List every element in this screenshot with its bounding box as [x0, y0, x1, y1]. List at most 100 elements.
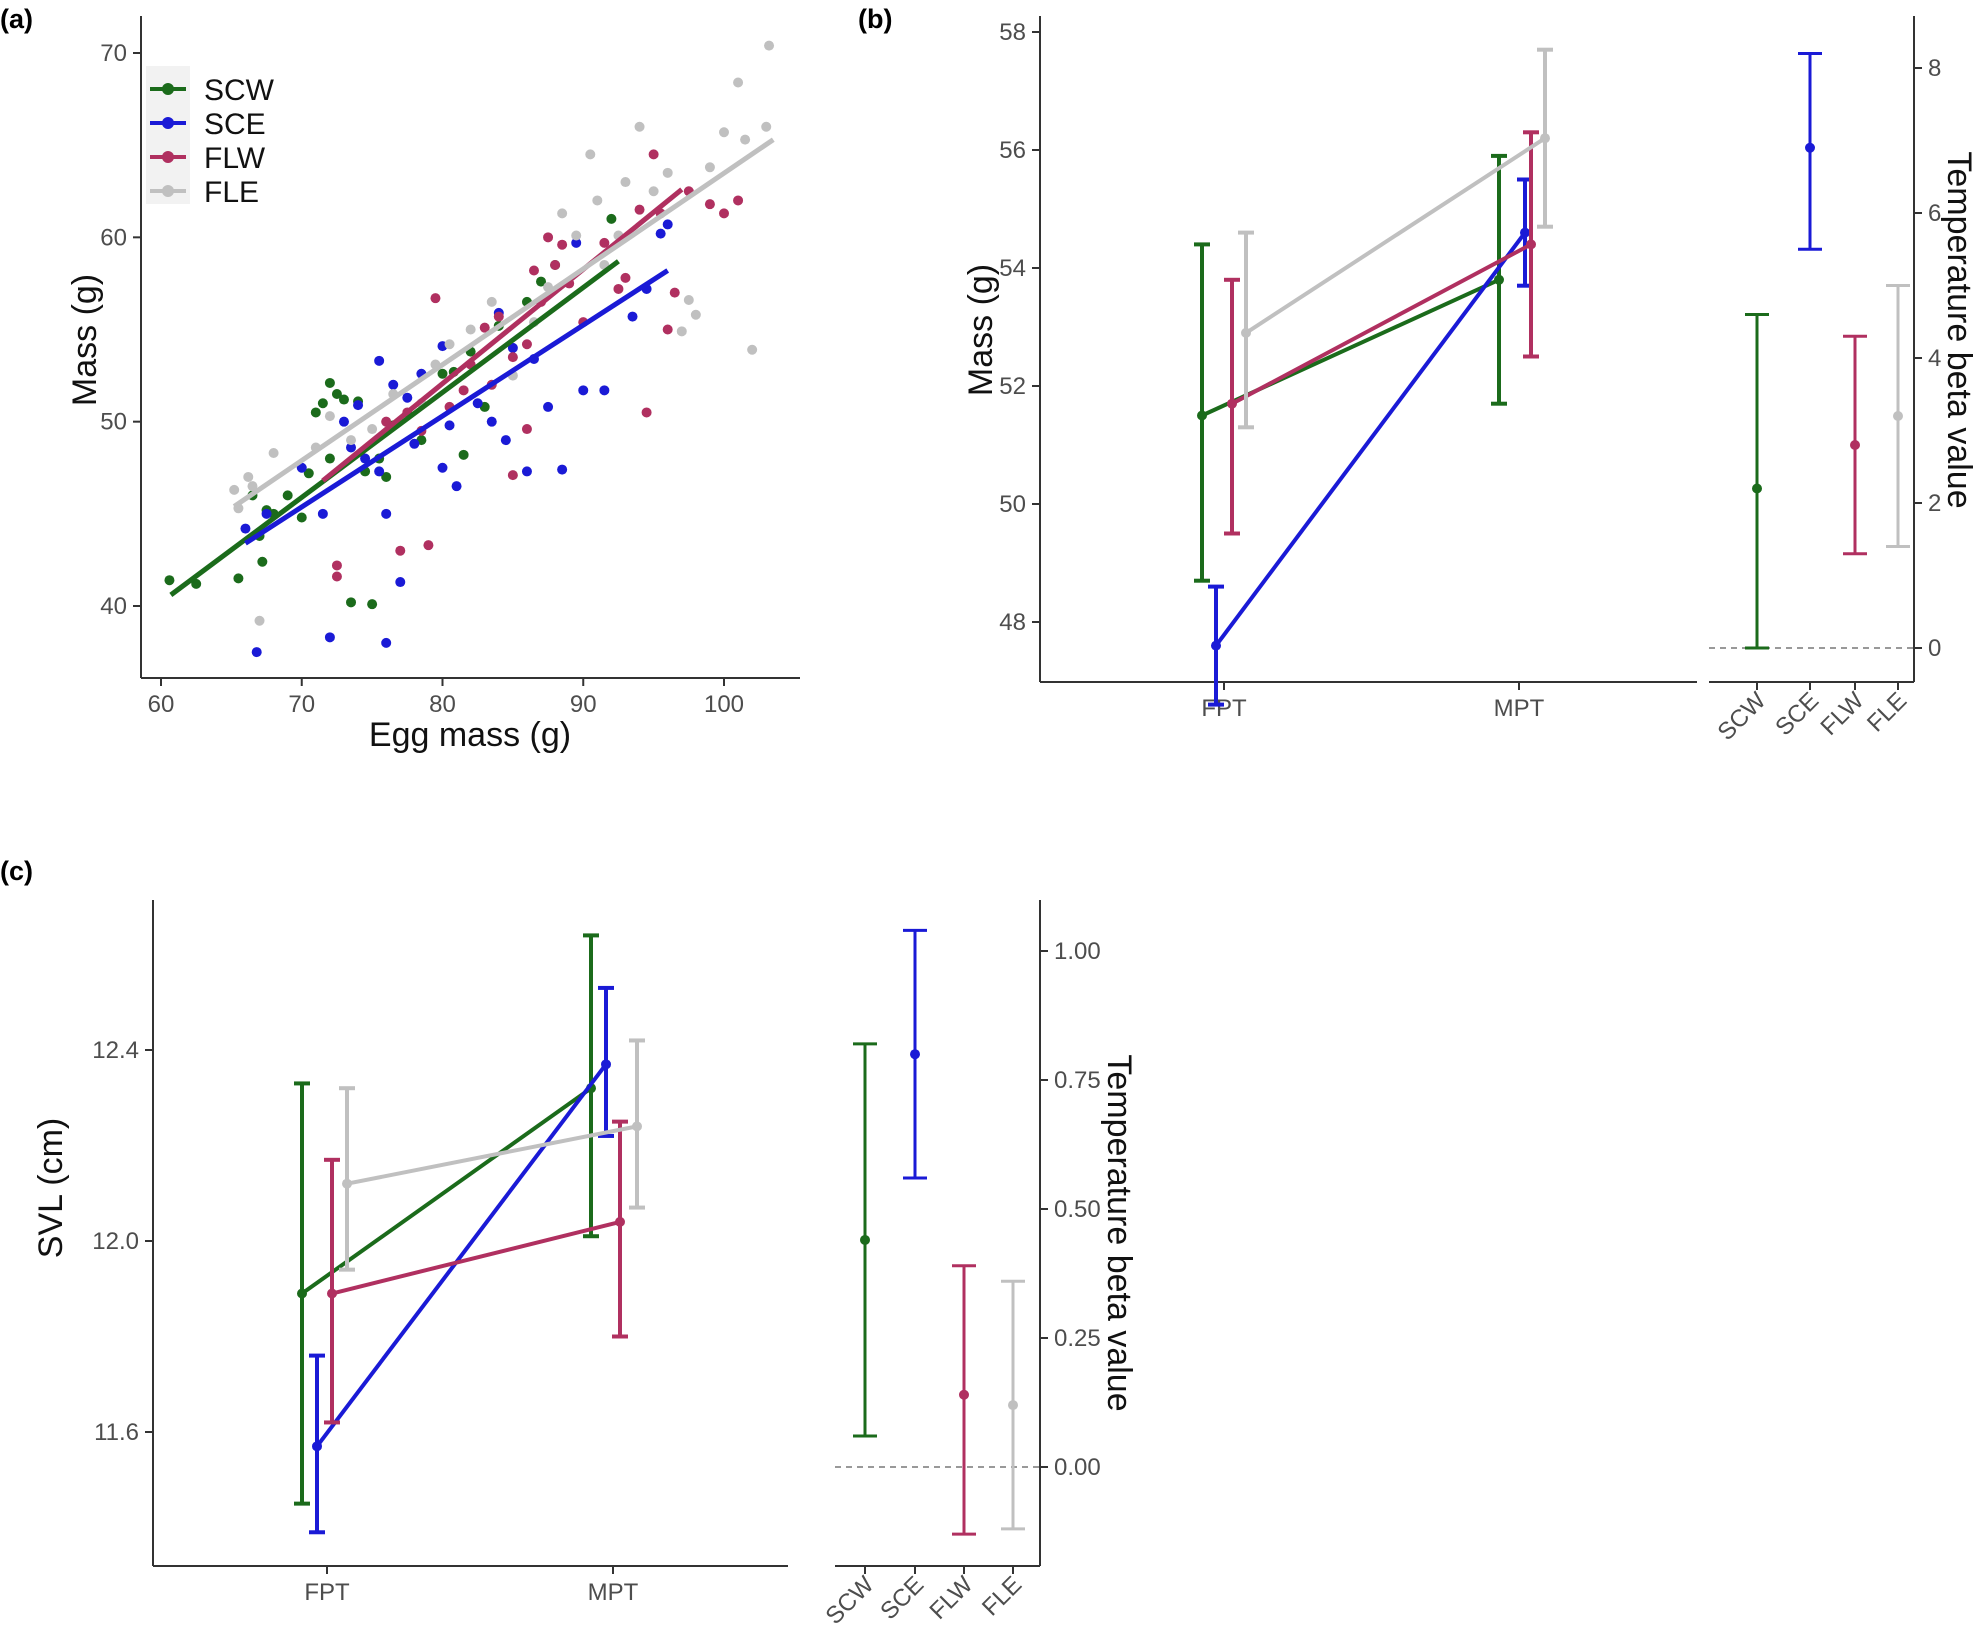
series-fle-point [1540, 133, 1550, 144]
beta-fle-point [1008, 1400, 1018, 1411]
data-point-fle [690, 309, 701, 320]
y-axis-title: Temperature beta value [1100, 1054, 1138, 1411]
data-point-sce [261, 508, 272, 519]
fit-line-fle [232, 137, 775, 509]
data-point-scw [367, 599, 378, 610]
series-flw-point [1526, 239, 1536, 250]
series-flw-point [615, 1216, 625, 1227]
data-point-sce [395, 577, 406, 588]
series-flw-line [1231, 242, 1532, 406]
data-point-sce [662, 219, 673, 230]
data-point-flw [669, 287, 680, 298]
x-tick-label: 80 [429, 691, 456, 718]
series-scw-line [300, 1086, 593, 1296]
data-point-fle [648, 186, 659, 197]
x-tick-label: FLW [1816, 687, 1870, 741]
series-scw-point [1197, 410, 1207, 421]
series-fle-line [346, 1124, 638, 1186]
legend-label-sce: SCE [204, 108, 266, 141]
data-point-flw [493, 311, 504, 322]
data-point-sce [599, 385, 610, 396]
data-point-sce [486, 416, 497, 427]
data-point-fle [247, 481, 258, 492]
data-point-fle [733, 77, 744, 88]
data-point-scw [257, 556, 268, 567]
data-point-fle [585, 149, 596, 160]
data-point-fle [243, 471, 254, 482]
y-tick-label: 0.25 [1054, 1325, 1101, 1352]
panel-label-b: (b) [858, 4, 892, 34]
series-sce-point [312, 1441, 322, 1452]
data-point-scw [303, 468, 314, 479]
data-point-fle [324, 411, 335, 422]
data-point-scw [296, 512, 307, 523]
data-point-scw [606, 213, 617, 224]
data-point-flw [423, 540, 434, 551]
x-tick-label: FLW [925, 1571, 979, 1625]
data-point-fle [444, 339, 455, 350]
data-point-sce [578, 385, 589, 396]
data-point-scw [324, 453, 335, 464]
data-point-scw [346, 597, 357, 608]
x-tick-label: 90 [570, 691, 597, 718]
data-point-sce [338, 416, 349, 427]
data-point-flw [521, 339, 532, 350]
series-flw-line [331, 1219, 621, 1296]
y-tick-label: 12.4 [92, 1037, 139, 1064]
data-point-fle [761, 121, 772, 132]
data-point-sce [346, 442, 357, 453]
series-sce-point [1520, 227, 1530, 238]
data-point-scw [536, 276, 547, 287]
data-point-sce [451, 481, 462, 492]
x-tick-label: SCW [821, 1571, 880, 1630]
data-point-fle [229, 484, 240, 495]
data-point-scw [282, 490, 293, 501]
x-tick-label: FPT [1201, 695, 1247, 722]
data-point-scw [458, 449, 469, 460]
data-point-flw [395, 545, 406, 556]
data-point-fle [747, 344, 758, 355]
panel-label-c: (c) [0, 856, 33, 886]
legend-key-scw-point [162, 83, 174, 95]
y-axis-title: Mass (g) [962, 264, 1000, 396]
fit-line-flw [321, 187, 684, 483]
data-point-sce [240, 523, 251, 534]
data-point-sce [251, 647, 262, 658]
series-fle-point [342, 1178, 352, 1189]
data-point-flw [648, 149, 659, 160]
series-sce-point [1211, 640, 1221, 651]
data-point-flw [331, 571, 342, 582]
data-point-sce [409, 438, 420, 449]
data-point-sce [521, 466, 532, 477]
data-point-sce [557, 464, 568, 475]
data-point-scw [331, 389, 342, 400]
data-point-sce [296, 462, 307, 473]
data-point-scw [381, 471, 392, 482]
data-point-scw [437, 368, 448, 379]
series-sce-line [315, 1063, 608, 1448]
data-point-sce [324, 632, 335, 643]
data-point-scw [233, 573, 244, 584]
data-point-fle [268, 448, 279, 459]
data-point-scw [338, 394, 349, 405]
y-tick-label: 0 [1928, 635, 1941, 662]
legend-key-flw-point [162, 151, 174, 163]
data-point-sce [437, 462, 448, 473]
x-tick-label: 100 [704, 691, 744, 718]
data-point-sce [543, 401, 554, 412]
data-point-sce [381, 637, 392, 648]
data-point-fle [764, 40, 775, 51]
x-tick-label: FPT [304, 1579, 350, 1606]
fit-line-sce [244, 268, 670, 546]
data-point-fle [254, 615, 265, 626]
y-tick-label: 0.00 [1054, 1454, 1101, 1481]
beta-scw-point [860, 1234, 870, 1245]
data-point-flw [620, 272, 631, 283]
series-flw-point [1227, 398, 1237, 409]
x-tick-label: MPT [1494, 695, 1545, 722]
panel-a-scatter: 60 70 80 90 100 40 50 60 70 Egg mass (g) Mass (g) S… [66, 16, 800, 754]
data-point-flw [613, 283, 624, 294]
legend-label-fle: FLE [204, 176, 259, 209]
y-tick-label: 11.6 [94, 1419, 139, 1446]
